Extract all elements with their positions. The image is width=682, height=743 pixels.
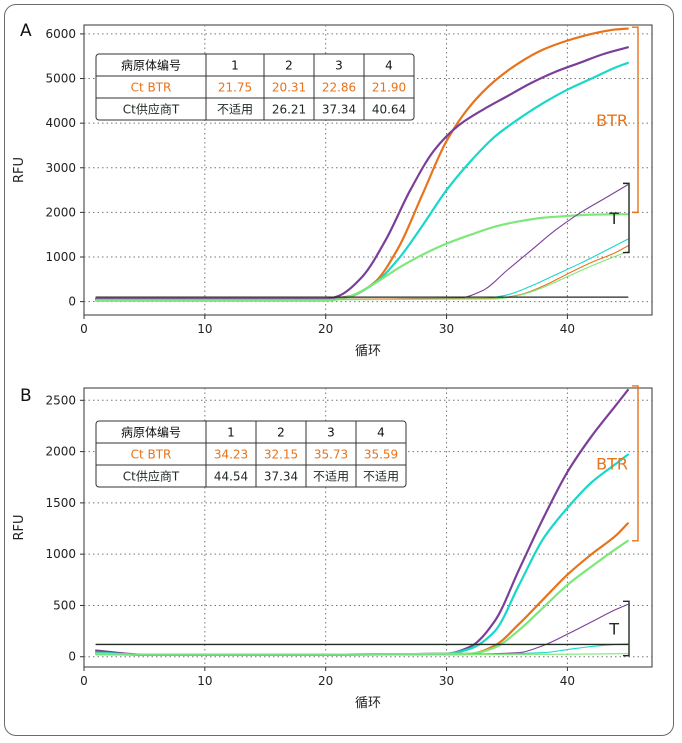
table-value-cell: 21.90 (372, 81, 406, 95)
bracket-label: T (608, 620, 619, 639)
x-tick-label: 30 (439, 674, 454, 688)
series-line-t-purple (95, 184, 629, 300)
plot-area-border (83, 24, 653, 316)
table-header-cell: 4 (377, 426, 385, 440)
table-row-label: Ct BTR (131, 448, 172, 462)
ct-table: 病原体编号 1 2 3 4 Ct BTR 21.75 20.31 22.86 21.90 Ct供应商… (95, 53, 415, 121)
y-axis-label: RFU (12, 514, 27, 540)
y-tick-label: 2000 (45, 205, 76, 219)
y-tick-label: 0 (68, 295, 76, 309)
y-tick-label: 1500 (45, 496, 76, 510)
table-value-cell: 32.15 (264, 448, 298, 462)
x-tick-label: 20 (318, 322, 333, 336)
panel-letter: A (20, 21, 32, 41)
bracket-label: T (608, 209, 619, 228)
table-value-cell: 21.75 (218, 81, 252, 95)
y-tick-label: 1000 (45, 547, 76, 561)
table-value-cell: 20.31 (272, 81, 306, 95)
y-tick-label: 2000 (45, 445, 76, 459)
y-tick-label: 0 (68, 650, 76, 664)
table-value-cell: 37.34 (322, 103, 356, 117)
table-header-cell: 2 (285, 59, 293, 73)
series-line-btr-orange (94, 522, 629, 656)
table-header-cell: 4 (385, 59, 393, 73)
x-axis-label: 循环 (355, 344, 381, 359)
y-tick-label: 3000 (45, 161, 76, 175)
y-tick-label: 4000 (45, 116, 76, 130)
x-tick-label: 40 (560, 322, 575, 336)
table-value-cell: 不适用 (363, 470, 399, 484)
y-tick-label: 1000 (45, 250, 76, 264)
bracket-btr: BTR (596, 385, 639, 542)
bracket-t: T (608, 600, 630, 657)
x-tick-label: 10 (197, 322, 212, 336)
y-axis-label: RFU (12, 157, 27, 183)
table-row-label: Ct供应商T (123, 469, 180, 484)
x-axis-label: 循环 (355, 696, 381, 711)
x-tick-label: 40 (560, 674, 575, 688)
y-tick-label: 500 (53, 598, 76, 612)
bracket-label: BTR (596, 454, 628, 473)
y-tick-label: 2500 (45, 393, 76, 407)
table-header-cell: 病原体编号 (121, 425, 181, 440)
panel-a: A 0 10 20 30 40 0 1000 2000 3000 4000 5000 6000 循环 RFU… (12, 21, 653, 359)
series-line-btr-green (94, 539, 629, 656)
y-tick-label: 5000 (45, 72, 76, 86)
table-value-cell: 26.21 (272, 103, 306, 117)
table-header-cell: 3 (335, 59, 343, 73)
series-line-t-cyan (95, 643, 629, 656)
series-line-t-purple (95, 603, 629, 656)
series-line-t-green (95, 653, 629, 656)
series-line-btr-green (94, 213, 629, 302)
panel-letter: B (20, 386, 32, 406)
table-row-label: Ct供应商T (123, 102, 180, 117)
table-border (95, 420, 407, 488)
table-header-cell: 2 (277, 426, 285, 440)
x-tick-label: 0 (80, 674, 88, 688)
table-value-cell: 35.59 (364, 448, 398, 462)
table-value-cell: 22.86 (322, 81, 356, 95)
bracket-line (623, 600, 630, 657)
bracket-line (632, 26, 639, 214)
x-tick-label: 0 (80, 322, 88, 336)
bracket-btr: BTR (596, 26, 639, 214)
table-value-cell: 37.34 (264, 470, 298, 484)
table-header-cell: 病原体编号 (121, 58, 181, 73)
table-value-cell: 不适用 (313, 470, 349, 484)
bracket-line (623, 182, 630, 254)
table-value-cell: 40.64 (372, 103, 406, 117)
table-value-cell: 不适用 (217, 103, 253, 117)
table-header-cell: 1 (227, 426, 235, 440)
bracket-line (632, 385, 639, 542)
bracket-t: T (608, 182, 630, 254)
figure-frame (4, 4, 674, 736)
series-group (94, 27, 629, 302)
table-border (95, 53, 415, 121)
table-header-cell: 3 (327, 426, 335, 440)
table-value-cell: 35.73 (314, 448, 348, 462)
ct-table: 病原体编号 1 2 3 4 Ct BTR 34.23 32.15 35.73 35.59 Ct供应商… (95, 420, 407, 488)
table-row-label: Ct BTR (131, 81, 172, 95)
x-tick-label: 20 (318, 674, 333, 688)
series-group (94, 388, 629, 656)
table-value-cell: 34.23 (214, 448, 248, 462)
panel-b: B 0 10 20 30 40 0 500 1000 1500 2000 2500 循环 RFU BTR T 病… (12, 385, 653, 711)
x-tick-label: 30 (439, 322, 454, 336)
series-line-t-green (95, 251, 629, 301)
table-value-cell: 44.54 (214, 470, 248, 484)
plot-area-border (83, 387, 653, 668)
x-tick-label: 10 (197, 674, 212, 688)
bracket-label: BTR (596, 111, 628, 130)
table-header-cell: 1 (231, 59, 239, 73)
y-tick-label: 6000 (45, 27, 76, 41)
